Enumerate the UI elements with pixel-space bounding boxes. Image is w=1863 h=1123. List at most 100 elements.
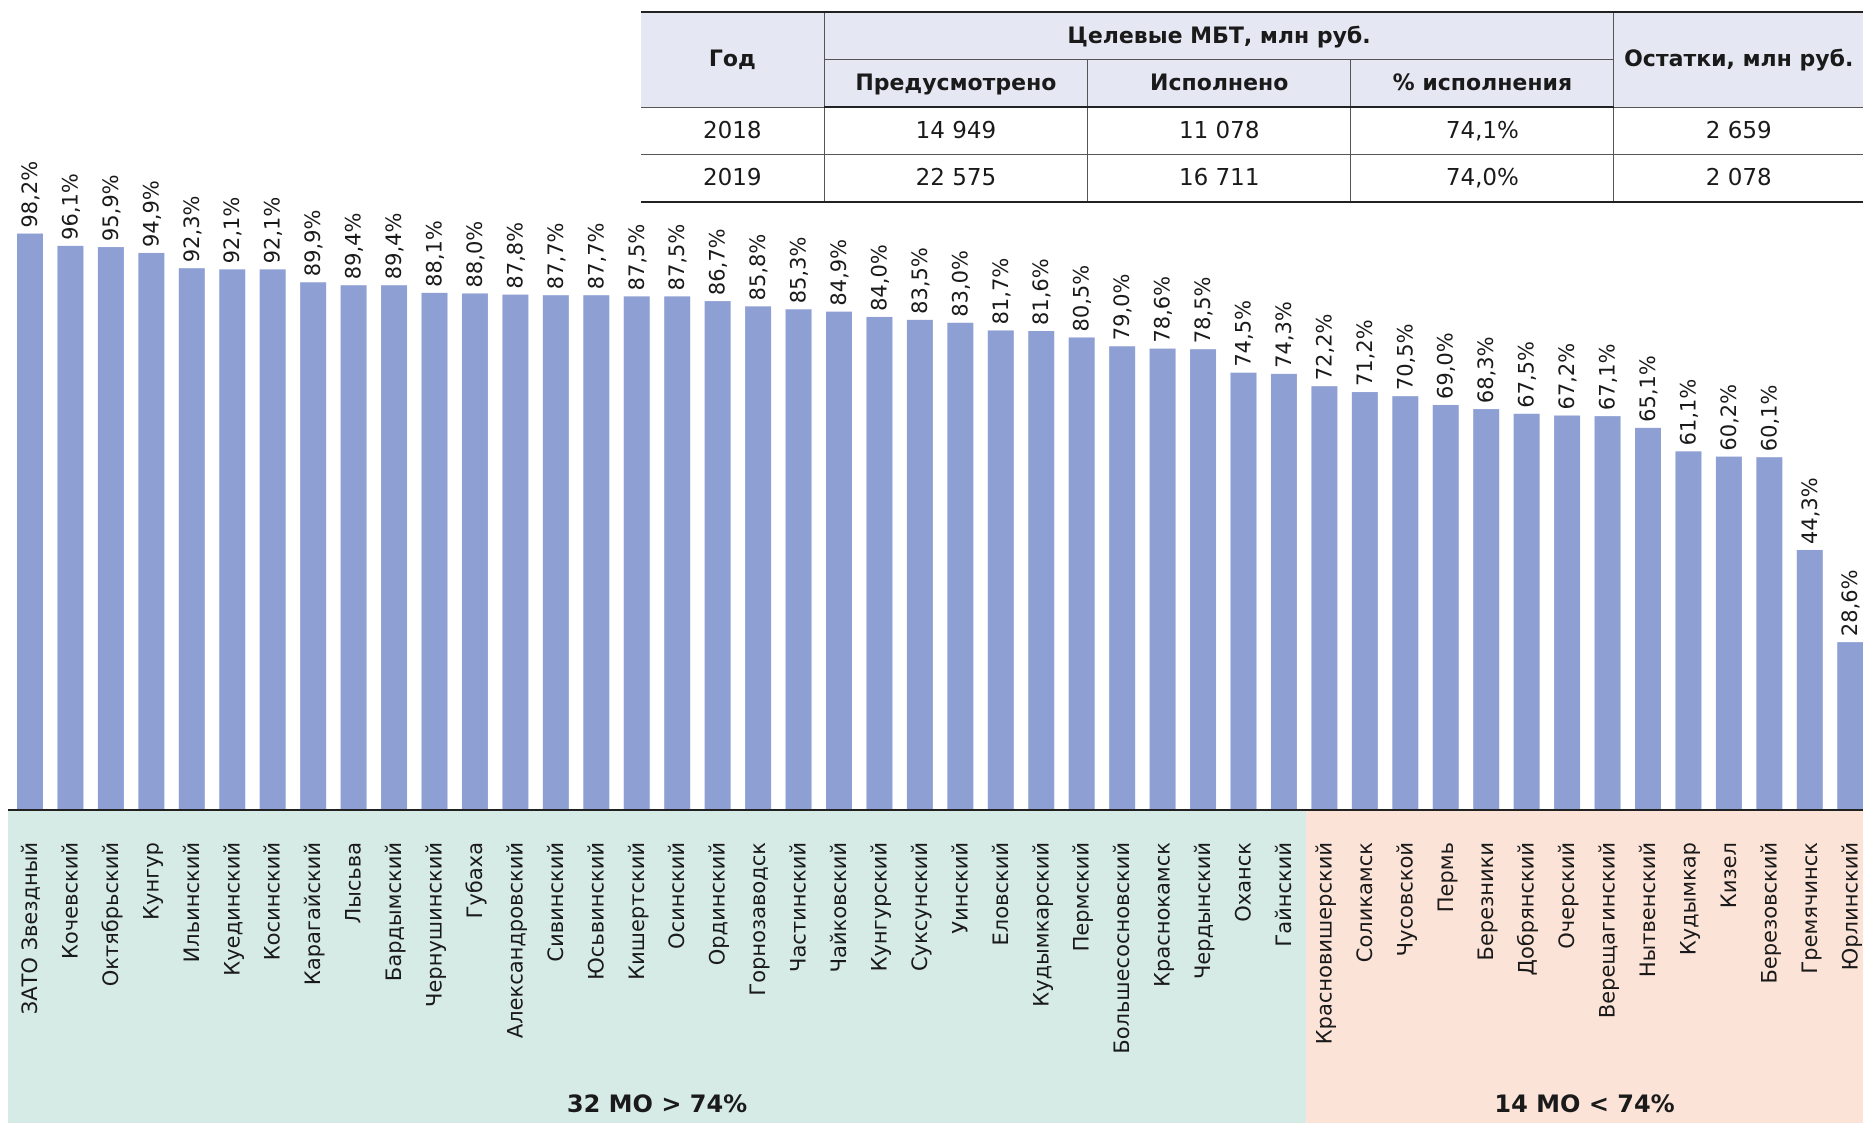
value-label: 74,3% [1272, 301, 1296, 368]
value-label: 67,1% [1596, 343, 1620, 410]
value-label: 60,1% [1757, 384, 1781, 451]
value-label: 69,0% [1434, 332, 1458, 399]
value-label: 89,4% [382, 213, 406, 280]
bar [1068, 337, 1095, 810]
category-label: Суксунский [908, 842, 932, 971]
category-label: Куединский [220, 842, 244, 976]
bar [664, 296, 691, 810]
cell-remainder: 2 078 [1613, 154, 1863, 203]
value-label: 71,2% [1353, 319, 1377, 386]
value-label: 78,6% [1151, 276, 1175, 343]
bar [1635, 427, 1661, 810]
value-label: 81,7% [989, 258, 1013, 325]
group-band [8, 810, 1307, 1123]
category-label: Кудымкарский [1029, 842, 1053, 1007]
category-label: Еловский [989, 842, 1013, 945]
bar [1554, 415, 1581, 810]
bar [1796, 549, 1823, 810]
bar [1432, 404, 1459, 810]
group-label: 32 МО > 74% [567, 1090, 747, 1118]
category-label: Александровский [503, 842, 527, 1038]
category-label: Краснокамск [1151, 842, 1175, 987]
category-label: Березовский [1757, 842, 1781, 984]
value-label: 89,4% [342, 213, 366, 280]
value-label: 65,1% [1636, 355, 1660, 422]
category-label: Оханск [1232, 842, 1256, 922]
cell-executed: 11 078 [1087, 106, 1352, 155]
bar [178, 268, 205, 811]
category-label: Ильинский [180, 842, 204, 962]
value-label: 67,5% [1515, 341, 1539, 408]
bar [1392, 396, 1419, 810]
value-label: 87,8% [503, 222, 527, 289]
value-label: 86,7% [706, 228, 730, 295]
value-label: 78,5% [1191, 276, 1215, 343]
value-label: 84,0% [867, 244, 891, 311]
category-label: Нытвенский [1636, 842, 1660, 977]
category-label: Очерский [1555, 842, 1579, 949]
value-label: 88,0% [463, 221, 487, 288]
category-label: Горнозаводск [746, 842, 770, 996]
bar [583, 295, 610, 810]
value-label: 85,3% [787, 237, 811, 304]
value-label: 70,5% [1393, 323, 1417, 390]
category-label: Юсьвинский [584, 842, 608, 980]
bar [381, 285, 408, 810]
table-row: 2019 22 575 16 711 74,0% 2 078 [641, 154, 1863, 203]
bar [1109, 346, 1136, 810]
group-label: 14 МО < 74% [1494, 1090, 1674, 1118]
bar [1837, 642, 1863, 810]
category-label: Частинский [787, 842, 811, 972]
bar [1351, 392, 1378, 810]
category-label: Лысьва [342, 842, 366, 924]
cell-percent: 74,0% [1350, 154, 1615, 203]
category-label: ЗАТО Звездный [18, 842, 42, 1014]
value-label: 87,7% [544, 222, 568, 289]
value-label: 85,8% [746, 234, 770, 301]
bar [1230, 372, 1257, 810]
category-label: Кочевский [58, 842, 82, 959]
category-label: Чайковский [827, 842, 851, 972]
bar [906, 319, 933, 810]
value-label: 61,1% [1676, 379, 1700, 446]
header-target-transfers: Целевые МБТ, млн руб. [823, 11, 1615, 60]
value-label: 28,6% [1838, 569, 1862, 636]
bar [1756, 457, 1783, 810]
header-planned: Предусмотрено [824, 59, 1089, 108]
bar [866, 316, 893, 810]
value-label: 87,5% [625, 224, 649, 291]
category-label: Губаха [463, 842, 487, 918]
value-label: 89,9% [301, 210, 325, 277]
bar [1311, 386, 1338, 810]
cell-planned: 14 949 [823, 106, 1089, 155]
bars [17, 233, 1863, 811]
category-label: Соликамск [1353, 842, 1377, 962]
category-label: Юрлинский [1838, 842, 1862, 970]
bar [300, 282, 327, 810]
bar [461, 293, 488, 810]
value-label: 67,2% [1555, 343, 1579, 410]
header-remainder: Остатки, млн руб. [1613, 11, 1863, 108]
cell-year: 2019 [641, 154, 825, 203]
value-label: 84,9% [827, 239, 851, 306]
value-label: 80,5% [1070, 265, 1094, 332]
bar [1149, 348, 1176, 810]
value-label: 98,2% [18, 161, 42, 228]
bar [785, 309, 812, 810]
value-label: 60,2% [1717, 384, 1741, 451]
bar [1028, 331, 1055, 810]
header-percent: % исполнения [1350, 59, 1614, 108]
bar [947, 322, 974, 810]
cell-executed: 16 711 [1087, 154, 1352, 203]
value-label: 68,3% [1474, 336, 1498, 403]
category-labels: ЗАТО Звездный Кочевский Октябрьский Кунгур И… [18, 842, 1862, 1054]
category-label: Верещагинский [1596, 842, 1620, 1018]
bar [1513, 413, 1540, 810]
value-label: 95,9% [99, 174, 123, 241]
value-label: 79,0% [1110, 274, 1134, 341]
value-label: 87,5% [665, 224, 689, 291]
cell-year: 2018 [641, 106, 825, 155]
value-label: 83,5% [908, 247, 932, 314]
bar [1270, 373, 1297, 810]
bar [97, 247, 124, 810]
